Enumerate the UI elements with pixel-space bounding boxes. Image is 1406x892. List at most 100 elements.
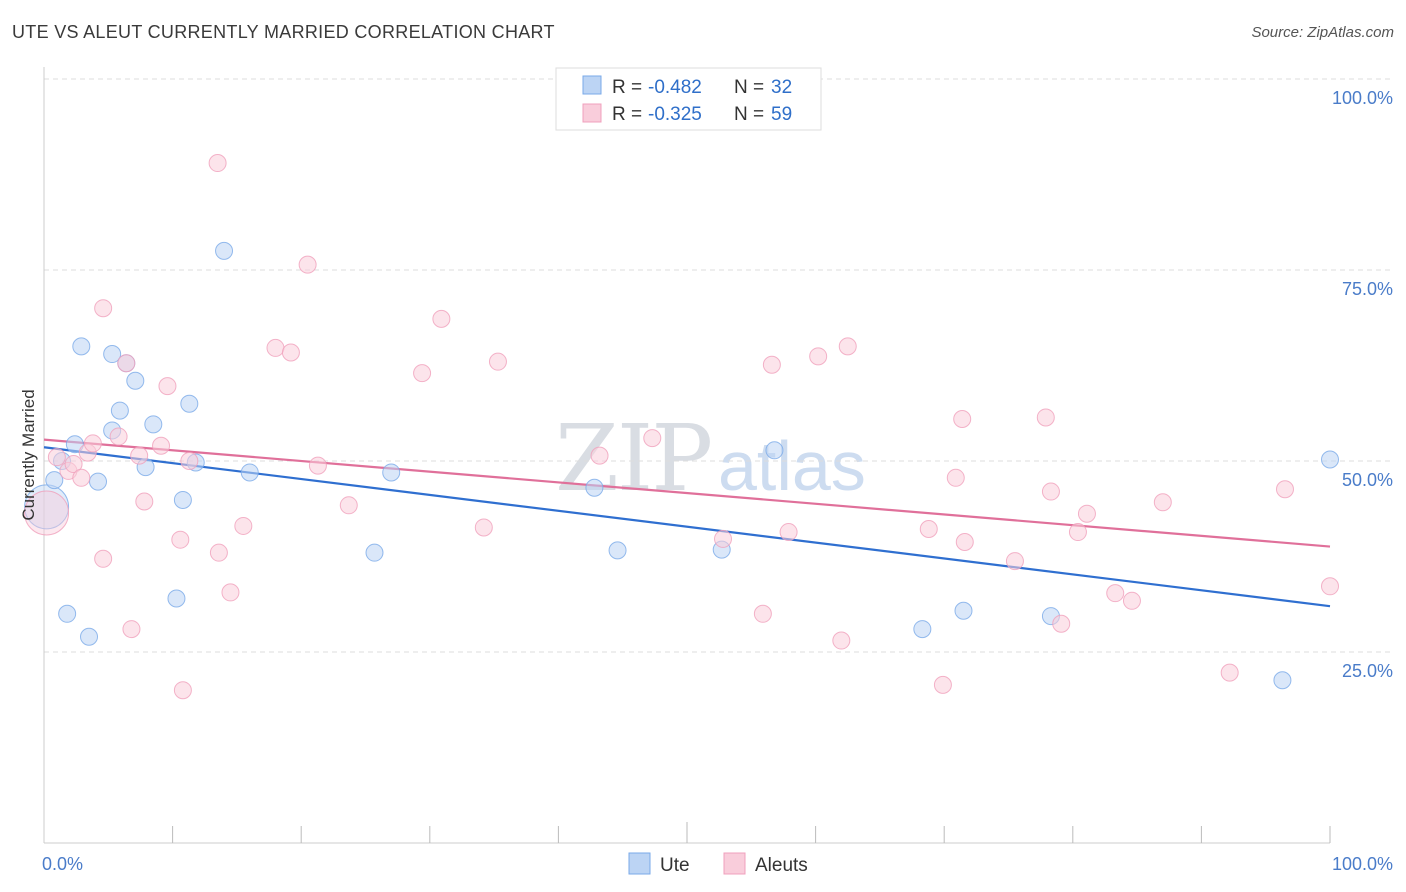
point-aleuts-21 xyxy=(221,583,240,602)
point-aleuts-57 xyxy=(1321,577,1339,596)
point-aleuts-23 xyxy=(266,338,285,357)
y-tick-label: 50.0% xyxy=(1342,470,1393,490)
point-aleuts-55 xyxy=(1220,663,1239,682)
bottom-legend-label-aleuts: Aleuts xyxy=(755,855,808,876)
point-ute-5 xyxy=(72,337,91,356)
legend-n-value-ute: 32 xyxy=(771,77,792,98)
point-ute-6 xyxy=(80,627,99,646)
point-aleuts-39 xyxy=(832,631,851,650)
bottom-legend-label-ute: Ute xyxy=(660,855,690,876)
legend-r-label-aleuts: R = xyxy=(612,104,642,125)
bottom-legend-swatch-aleuts xyxy=(723,852,746,875)
legend-n-label-aleuts: N = xyxy=(734,104,764,125)
point-aleuts-20 xyxy=(209,543,228,562)
point-ute-27 xyxy=(913,620,932,639)
point-aleuts-48 xyxy=(1041,482,1060,501)
point-ute-24 xyxy=(608,541,627,560)
point-aleuts-29 xyxy=(432,309,451,328)
bottom-legend: Ute Aleuts xyxy=(628,852,808,876)
point-aleuts-15 xyxy=(158,377,177,396)
legend-swatch-aleuts xyxy=(582,103,602,123)
point-aleuts-14 xyxy=(152,436,171,455)
point-aleuts-26 xyxy=(308,456,327,475)
point-aleuts-25 xyxy=(298,255,317,274)
point-aleuts-3 xyxy=(64,455,83,474)
point-aleuts-7 xyxy=(94,549,113,568)
point-aleuts-27 xyxy=(339,496,358,515)
point-aleuts-11 xyxy=(122,620,141,639)
point-aleuts-51 xyxy=(1077,504,1096,523)
point-ute-4 xyxy=(65,435,84,454)
point-aleuts-47 xyxy=(1036,408,1055,427)
axes xyxy=(43,67,1331,844)
point-ute-12 xyxy=(126,371,145,390)
point-aleuts-43 xyxy=(946,468,965,487)
y-tick-label: 75.0% xyxy=(1342,279,1393,299)
point-ute-3 xyxy=(58,604,77,623)
point-aleuts-22 xyxy=(234,516,253,535)
point-aleuts-9 xyxy=(109,427,128,446)
point-aleuts-0 xyxy=(24,490,70,536)
legend-r-value-ute: -0.482 xyxy=(648,77,702,98)
point-aleuts-35 xyxy=(753,604,772,623)
point-aleuts-4 xyxy=(72,468,91,487)
point-aleuts-10 xyxy=(117,354,136,373)
point-ute-20 xyxy=(240,463,259,482)
point-aleuts-52 xyxy=(1106,584,1125,603)
point-aleuts-40 xyxy=(838,337,857,356)
point-aleuts-12 xyxy=(130,446,149,465)
point-aleuts-17 xyxy=(173,681,192,700)
point-aleuts-56 xyxy=(1275,480,1294,499)
point-ute-23 xyxy=(585,478,604,497)
watermark-zip: ZIP xyxy=(555,405,711,512)
legend: R = -0.482 N = 32 R = -0.325 N = 59 xyxy=(555,67,822,131)
legend-n-value-aleuts: 59 xyxy=(771,104,792,125)
point-ute-31 xyxy=(1321,450,1339,469)
y-tick-label: 25.0% xyxy=(1342,661,1393,681)
point-aleuts-42 xyxy=(919,519,938,538)
point-ute-22 xyxy=(382,463,401,482)
point-aleuts-44 xyxy=(953,409,972,428)
y-axis-title: Currently Married xyxy=(19,389,38,520)
data-points xyxy=(24,154,1339,700)
point-ute-30 xyxy=(1273,671,1292,690)
point-ute-28 xyxy=(954,601,973,620)
legend-n-label-ute: N = xyxy=(734,77,764,98)
x-tick-label-start: 0.0% xyxy=(42,854,83,874)
point-aleuts-19 xyxy=(208,154,227,173)
trend-line-aleuts xyxy=(43,438,1331,548)
point-ute-16 xyxy=(173,490,192,509)
watermark-atlas: atlas xyxy=(718,427,866,505)
point-aleuts-24 xyxy=(281,343,300,362)
point-aleuts-37 xyxy=(779,523,798,542)
point-aleuts-54 xyxy=(1153,493,1172,512)
point-aleuts-13 xyxy=(135,492,154,511)
point-aleuts-6 xyxy=(83,434,102,453)
source-label: Source: ZipAtlas.com xyxy=(1251,24,1394,41)
point-ute-0 xyxy=(24,484,70,530)
y-tick-label: 100.0% xyxy=(1332,88,1393,108)
point-aleuts-28 xyxy=(413,364,432,383)
legend-swatch-ute xyxy=(582,75,602,95)
point-aleuts-18 xyxy=(180,452,199,470)
point-aleuts-38 xyxy=(809,347,828,366)
point-ute-19 xyxy=(215,241,234,260)
point-ute-9 xyxy=(103,345,122,364)
tick-labels: 25.0% 50.0% 75.0% 100.0% 0.0% 100.0% xyxy=(42,88,1393,874)
point-aleuts-1 xyxy=(47,448,66,467)
point-ute-26 xyxy=(765,441,784,460)
point-aleuts-16 xyxy=(171,530,190,549)
point-ute-15 xyxy=(167,589,186,608)
point-ute-1 xyxy=(45,471,64,490)
legend-r-label-ute: R = xyxy=(612,77,642,98)
bottom-legend-swatch-ute xyxy=(628,852,651,875)
point-ute-7 xyxy=(89,472,108,491)
point-aleuts-30 xyxy=(474,518,493,537)
point-aleuts-50 xyxy=(1068,523,1087,542)
grid xyxy=(44,78,1392,653)
point-aleuts-34 xyxy=(714,529,733,548)
point-aleuts-31 xyxy=(488,352,507,371)
point-aleuts-49 xyxy=(1052,614,1071,633)
point-ute-14 xyxy=(144,415,163,434)
